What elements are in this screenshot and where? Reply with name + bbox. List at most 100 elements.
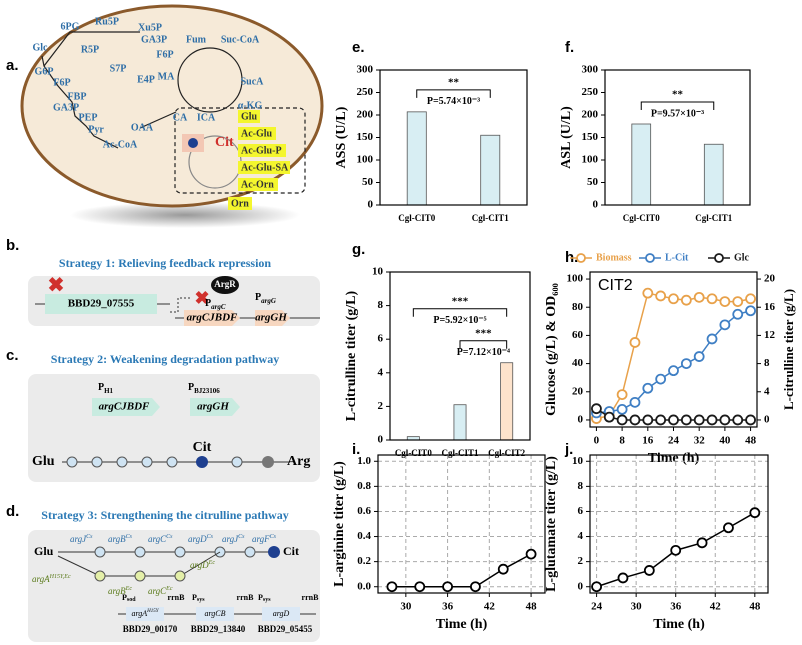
panel-label: c. [6,347,19,364]
delete-mark: ✖ [48,275,65,297]
marker [706,333,718,345]
y-axis-label: ASL (U/L) [559,106,574,169]
plot-frame [589,454,769,594]
metabolite: E4P [137,74,155,85]
marker [386,581,398,593]
regulator [211,276,239,294]
label: BJ23106 [194,387,220,395]
panel-label: i. [352,441,360,458]
label: Ec [165,586,173,592]
significance-bracket [640,101,715,110]
metabolite: CA [173,112,188,123]
gene-box [45,294,157,314]
panel-c: c. Strategy 2: Weakening degradation pat… [6,347,320,482]
svg-text:argDEc: argDEc [190,560,215,570]
y-tick-label: 6 [578,505,584,517]
gene: BBD29_07555 [68,298,135,310]
panel-label: j. [564,441,573,458]
operon-label: argCJBDF [99,401,150,413]
y-axis-label: ASS (U/L) [334,106,349,168]
strategy-title: Strategy 3: Strengthening the citrulline… [41,508,288,522]
promoter: PBJ23106 [188,382,220,394]
intermediate: Ac-Glu [241,128,273,139]
svg-text:argAH15Y: argAH15Y [131,609,159,618]
label: P [258,593,263,602]
y-axis-label: L-citrulline titer (g/L) [344,290,359,421]
x-axis-label: Time (h) [436,617,488,632]
label: argB [108,534,126,544]
svg-text:argFCs: argFCs [252,534,277,544]
label: Ec [125,586,133,592]
svg-text:argAH15Y,Ec: argAH15Y,Ec [32,574,71,584]
intermediate: Glu [241,111,258,122]
x-tick-label: Cgl-CIT0 [398,213,436,223]
metabolite: S7P [110,63,127,74]
x-tick-label: 40 [719,435,731,447]
metabolite: Glu [34,544,54,558]
marker [719,296,731,307]
metabolite: Glc [33,42,49,53]
legend-marker [714,253,724,263]
cassettes: Psod Psys Psys argAH15Y argCB argD rrnB … [118,593,319,634]
marker [616,403,628,415]
panel-label: d. [6,503,19,520]
label: BBD29_00170 [123,624,178,634]
y2-tick-label: 8 [764,357,770,369]
metabolite: α-KG [238,100,263,111]
svg-text:Psys: Psys [258,593,271,604]
operon [255,310,290,326]
panel-label: a. [6,57,19,74]
promoter: PargG [255,292,276,304]
marker [655,414,667,426]
marker [693,414,705,426]
metabolite: Cit [193,440,212,455]
x-tick-label: Cgl-CIT1 [695,213,733,223]
label: P [192,593,197,602]
operon [184,310,240,326]
label: rrnB [237,593,255,602]
label: P [188,382,194,393]
label: Cs [238,534,245,540]
x-axis-label: Time (h) [648,451,700,466]
svg-text:argBCs: argBCs [108,534,133,544]
bar [500,362,514,441]
x-tick-label: 16 [642,435,654,447]
marker [629,414,641,426]
promoter: PargC [205,298,226,310]
metabolite: Cit [283,544,299,558]
y-tick-label: 80 [572,301,584,313]
y-tick-label: 0 [378,434,384,446]
metabolite: GA3P [53,102,79,113]
metabolite: OAA [131,122,154,133]
operon-label: argGH [255,312,287,324]
marker [497,563,509,575]
svg-text:argDCs: argDCs [188,534,214,544]
significance-bracket [412,308,508,317]
y-tick-label: 0.4 [357,530,371,542]
label: sys [263,597,271,603]
x-tick-label: 8 [619,435,625,447]
marker [642,414,654,426]
panel-label: g. [352,241,365,258]
x-tick-label: 42 [484,601,496,613]
svg-text:Psys: Psys [192,593,205,604]
marker [693,291,705,303]
y2-tick-label: 20 [764,273,776,285]
marker [643,565,655,576]
marker [629,396,641,408]
x-tick-label: 36 [670,601,682,613]
series-line [596,292,751,420]
metabolite: Arg [287,454,310,469]
delete-mark: ✖ [194,288,209,308]
bar [631,123,652,206]
label: argJ [222,534,239,544]
x-tick-label: 0 [594,435,600,447]
x-tick-label: Cgl-CIT0 [623,213,661,223]
y-tick-label: 300 [357,64,374,76]
bar [703,143,724,206]
y-tick-label: 0 [578,580,584,592]
marker [642,287,654,299]
x-tick-label: 24 [668,435,680,447]
y-tick-label: 10 [372,266,384,278]
y-tick-label: 0 [593,199,599,211]
